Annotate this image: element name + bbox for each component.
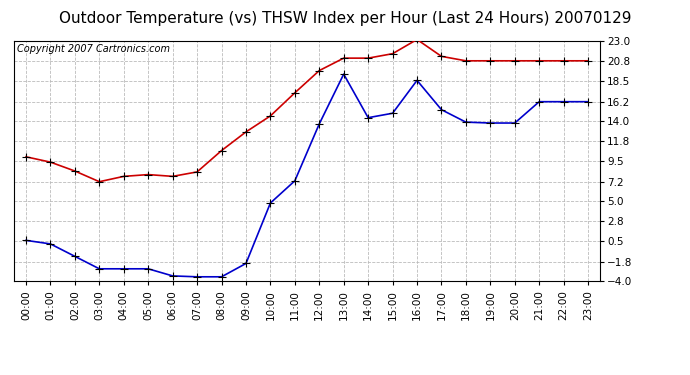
Text: Copyright 2007 Cartronics.com: Copyright 2007 Cartronics.com xyxy=(17,44,170,54)
Text: Outdoor Temperature (vs) THSW Index per Hour (Last 24 Hours) 20070129: Outdoor Temperature (vs) THSW Index per … xyxy=(59,11,631,26)
